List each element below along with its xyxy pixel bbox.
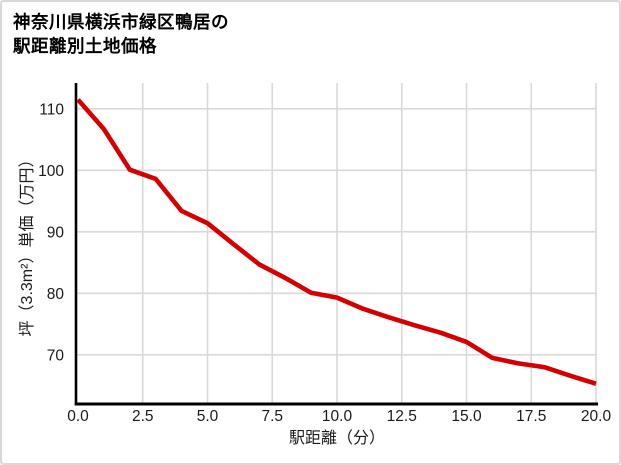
y-tick-label: 100 (38, 163, 64, 180)
x-tick-label: 7.5 (261, 408, 283, 425)
x-tick-label: 12.5 (387, 408, 417, 425)
chart-title-line2: 駅距離別土地価格 (13, 36, 157, 56)
y-tick-label: 70 (47, 347, 65, 364)
y-tick-label: 80 (47, 286, 65, 303)
chart-title-line1: 神奈川県横浜市緑区鴨居の (13, 12, 229, 32)
y-axis-title: 坪（3.3m²）単価（万円） (18, 152, 36, 337)
chart-title: 神奈川県横浜市緑区鴨居の 駅距離別土地価格 (13, 10, 229, 58)
x-tick-label: 15.0 (451, 408, 482, 425)
x-tick-label: 10.0 (322, 408, 353, 425)
x-tick-label: 17.5 (516, 408, 546, 425)
x-tick-label: 2.5 (132, 408, 154, 425)
x-tick-label: 5.0 (197, 408, 219, 425)
x-tick-label: 0.0 (67, 408, 89, 425)
x-tick-label: 20.0 (581, 408, 612, 425)
x-axis-title: 駅距離（分） (289, 429, 385, 447)
price-line (76, 98, 597, 386)
y-tick-label: 110 (39, 101, 64, 118)
y-tick-label: 90 (47, 224, 65, 241)
